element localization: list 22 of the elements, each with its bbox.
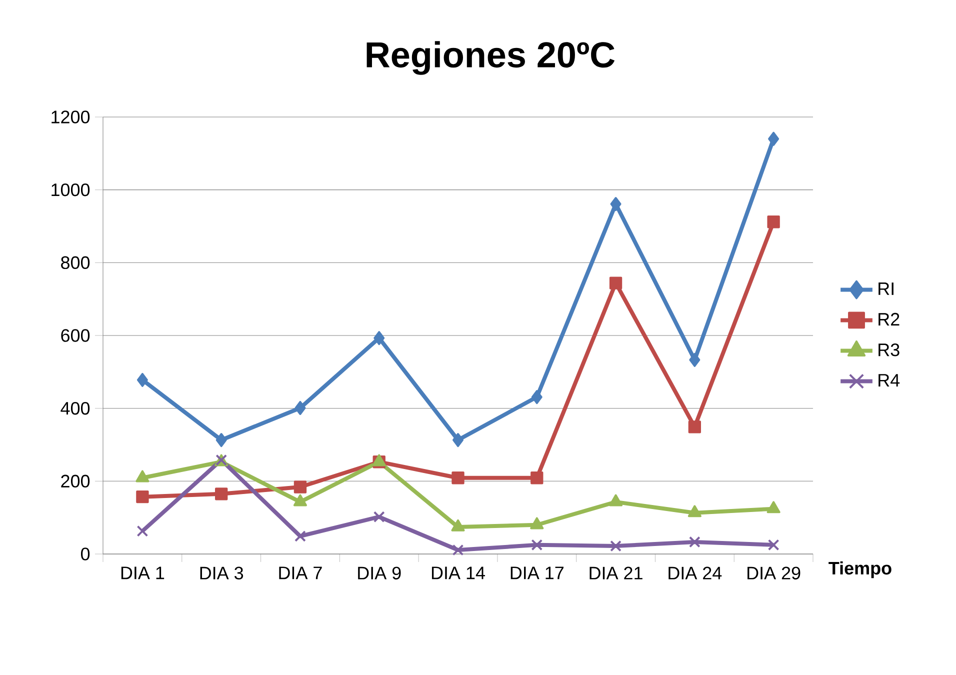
x-tick-label: DIA 9 — [358, 566, 401, 580]
x-tick-label: DIA 17 — [510, 566, 564, 580]
y-tick-label: 400 — [60, 402, 90, 415]
x-tick-label: DIA 3 — [200, 566, 244, 580]
x-tick-label: DIA 14 — [432, 566, 485, 580]
x-tick-label: DIA 7 — [279, 566, 322, 580]
x-axis-title: Tiempo — [828, 561, 892, 578]
x-tick-label: DIA 24 — [668, 566, 722, 580]
y-tick-label: 1200 — [52, 110, 90, 124]
y-tick-label: 1000 — [52, 183, 90, 196]
y-tick-label: 200 — [61, 474, 90, 488]
chart-title: Regiones 20ºC — [366, 41, 615, 75]
legend-label: R3 — [878, 344, 900, 356]
legend-label: R4 — [878, 374, 900, 386]
legend-label: RI — [878, 282, 894, 295]
x-tick-label: DIA 1 — [121, 566, 164, 580]
x-tick-label: DIA 29 — [748, 566, 800, 580]
y-tick-label: 800 — [61, 256, 90, 270]
y-tick-label: 0 — [80, 548, 90, 560]
legend-label: R2 — [878, 312, 900, 326]
y-tick-label: 600 — [61, 329, 90, 342]
x-tick-label: DIA 21 — [590, 566, 642, 580]
